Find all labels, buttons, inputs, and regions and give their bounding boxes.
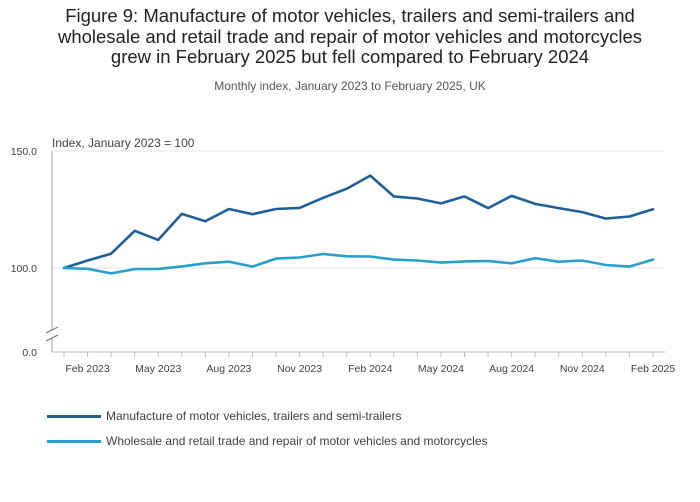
x-tick-label: Feb 2025 (631, 363, 676, 375)
legend-label: Wholesale and retail trade and repair of… (106, 434, 488, 448)
line-chart: Index, January 2023 = 100 150.0100.00.0 … (11, 136, 676, 375)
chart-subtitle: Monthly index, January 2023 to February … (214, 79, 486, 93)
series-lines (62, 174, 655, 275)
series-line (62, 252, 655, 275)
title-line: wholesale and retail trade and repair of… (57, 25, 643, 47)
legend-item: Manufacture of motor vehicles, trailers … (47, 408, 687, 426)
legend-item: Wholesale and retail trade and repair of… (47, 433, 687, 451)
axes (45, 151, 59, 352)
x-axis-ticks: Feb 2023 May 2023 Aug 2023 Nov 2023 Feb 2024… (63, 352, 676, 375)
x-tick-label: May 2024 (418, 363, 464, 375)
axis-break-mark (45, 334, 59, 342)
x-tick-label: Nov 2024 (560, 363, 605, 375)
x-tick-label: Feb 2023 (65, 363, 110, 375)
axis-break-mark (45, 326, 59, 334)
y-axis-label: Index, January 2023 = 100 (52, 136, 195, 150)
y-tick-label: 0.0 (22, 347, 37, 359)
chart-title: Figure 9: Manufacture of motor vehicles,… (20, 5, 680, 68)
legend-swatch (47, 415, 101, 418)
x-tick-label: Nov 2023 (277, 363, 322, 375)
y-tick-label: 150.0 (11, 146, 37, 158)
y-axis-ticks: 150.0 100.0 0.0 (11, 146, 37, 359)
title-line: grew in February 2025 but fell compared … (110, 46, 590, 67)
legend-label: Manufacture of motor vehicles, trailers … (106, 409, 402, 423)
x-tick-label: Aug 2023 (206, 363, 251, 375)
x-tick-label: Feb 2024 (348, 363, 393, 375)
series-line (62, 174, 655, 270)
y-tick-label: 100.0 (11, 263, 37, 275)
x-tick-label: May 2023 (135, 363, 181, 375)
x-tick-label: Aug 2024 (489, 363, 534, 375)
title-line: Figure 9: Manufacture of motor vehicles,… (65, 5, 635, 26)
legend-swatch (47, 440, 101, 443)
